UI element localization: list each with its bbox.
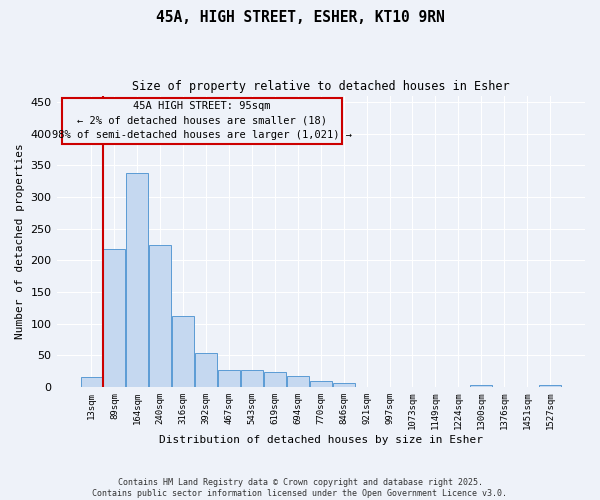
Text: 45A HIGH STREET: 95sqm: 45A HIGH STREET: 95sqm xyxy=(133,102,271,112)
Bar xyxy=(172,316,194,387)
Text: 98% of semi-detached houses are larger (1,021) →: 98% of semi-detached houses are larger (… xyxy=(52,130,352,140)
Bar xyxy=(149,245,171,387)
FancyBboxPatch shape xyxy=(62,98,342,144)
Title: Size of property relative to detached houses in Esher: Size of property relative to detached ho… xyxy=(132,80,509,93)
Bar xyxy=(127,173,148,387)
Bar xyxy=(310,382,332,387)
Bar xyxy=(195,353,217,387)
Text: ← 2% of detached houses are smaller (18): ← 2% of detached houses are smaller (18) xyxy=(77,116,327,126)
Y-axis label: Number of detached properties: Number of detached properties xyxy=(15,144,25,339)
X-axis label: Distribution of detached houses by size in Esher: Distribution of detached houses by size … xyxy=(159,435,483,445)
Bar xyxy=(264,372,286,387)
Bar xyxy=(287,376,309,387)
Bar xyxy=(241,370,263,387)
Text: 45A, HIGH STREET, ESHER, KT10 9RN: 45A, HIGH STREET, ESHER, KT10 9RN xyxy=(155,10,445,25)
Bar xyxy=(103,249,125,387)
Bar xyxy=(539,385,561,387)
Text: Contains HM Land Registry data © Crown copyright and database right 2025.
Contai: Contains HM Land Registry data © Crown c… xyxy=(92,478,508,498)
Bar xyxy=(470,385,492,387)
Bar xyxy=(80,378,103,387)
Bar xyxy=(333,383,355,387)
Bar xyxy=(218,370,240,387)
